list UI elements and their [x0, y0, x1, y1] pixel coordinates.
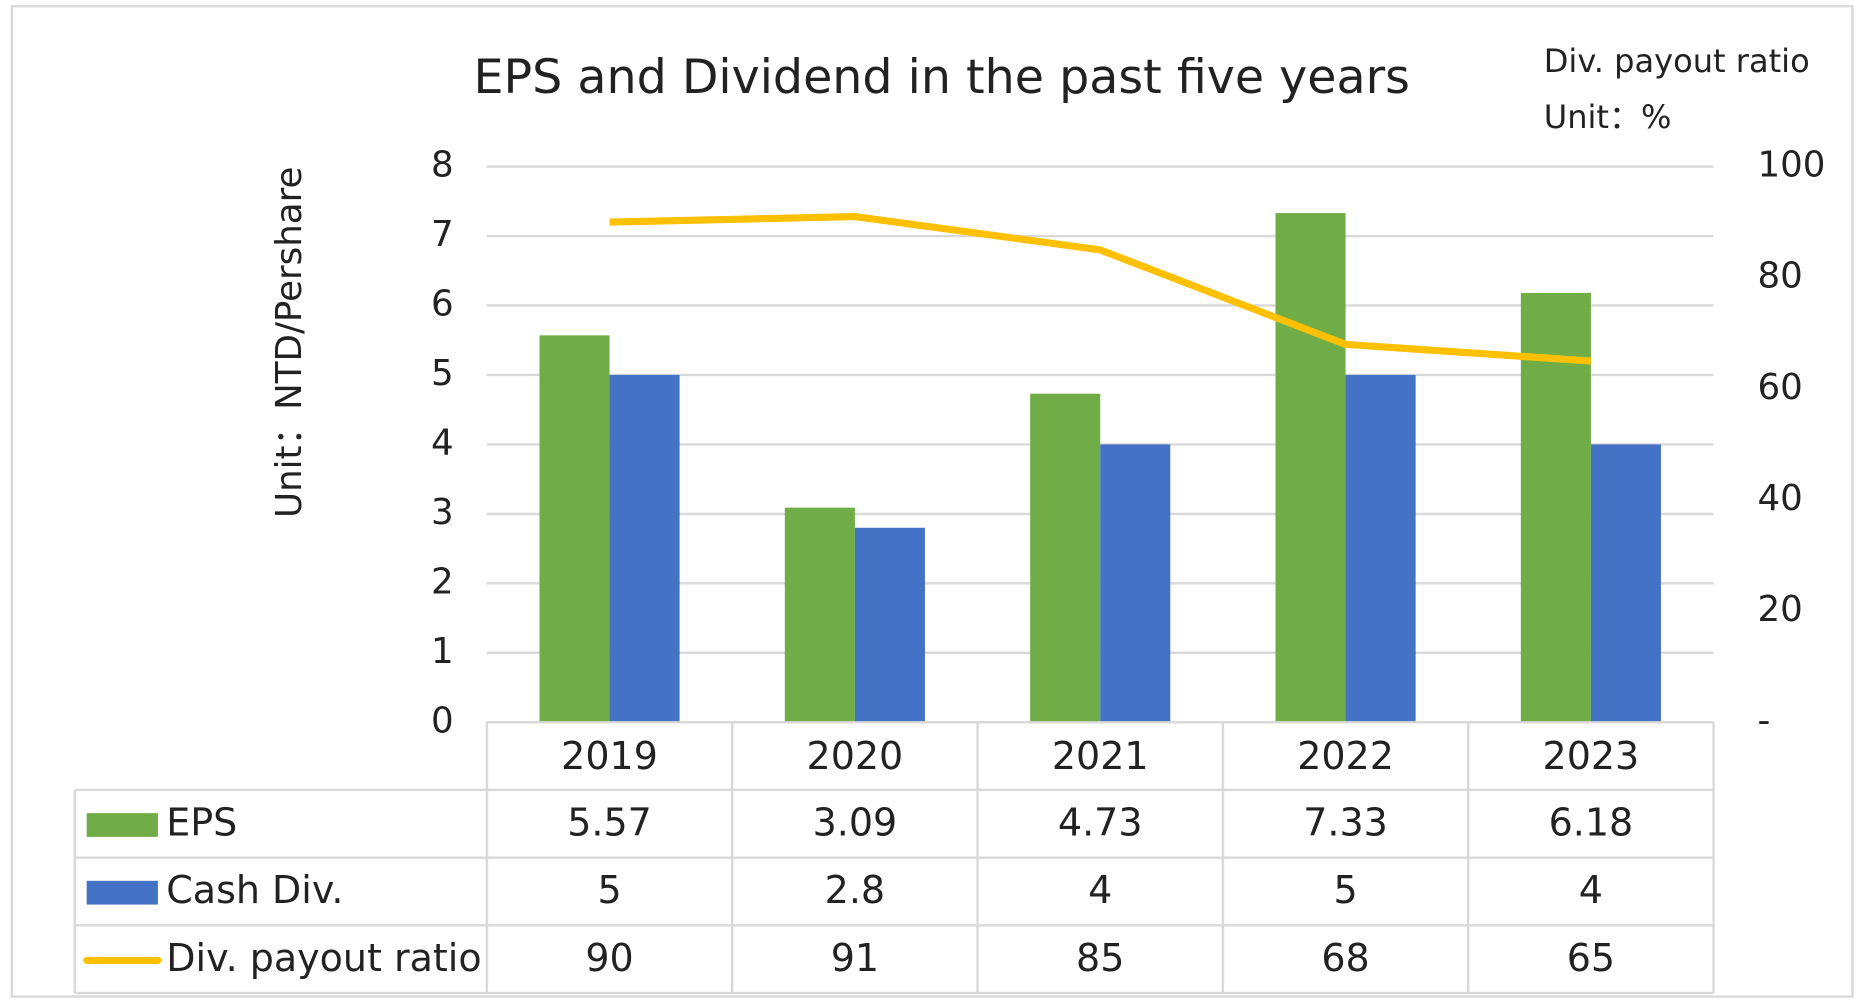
- legend-label: EPS: [166, 801, 237, 845]
- x-tick-label: 2023: [1543, 734, 1640, 778]
- bar: [854, 527, 925, 723]
- data-label: 4.73: [1058, 801, 1143, 845]
- legend-label: Div. payout ratio: [166, 936, 481, 980]
- y-tick-label: 1: [431, 631, 454, 672]
- x-tick-label: 2020: [807, 734, 904, 778]
- y-tick-label: 8: [431, 145, 454, 186]
- x-tick-label: 2019: [561, 734, 658, 778]
- y2-tick-label: 100: [1758, 145, 1826, 186]
- data-label: 5: [597, 868, 621, 912]
- legend-key: [86, 880, 158, 905]
- bar: [784, 507, 855, 723]
- data-label: 4: [1088, 868, 1112, 912]
- y-tick-label: 3: [431, 492, 454, 533]
- y2-tick-label: 60: [1758, 367, 1803, 408]
- y2-tick-label: -: [1758, 700, 1771, 741]
- data-label: 85: [1076, 936, 1124, 980]
- data-label: 65: [1567, 936, 1615, 980]
- data-label: 2.8: [825, 868, 885, 912]
- x-tick-label: 2021: [1052, 734, 1149, 778]
- y2-axis-unit: Unit：%: [1544, 98, 1672, 136]
- bar: [1030, 393, 1101, 723]
- legend-label: Cash Div.: [166, 868, 343, 912]
- y-tick-label: 2: [431, 561, 454, 602]
- y-tick-label: 5: [431, 353, 454, 394]
- data-label: 68: [1321, 936, 1369, 980]
- data-label: 5.57: [567, 801, 652, 845]
- data-label: 91: [831, 936, 879, 980]
- y2-tick-label: 80: [1758, 256, 1803, 297]
- chart-title: EPS and Dividend in the past five years: [473, 50, 1409, 105]
- y2-tick-label: 20: [1758, 589, 1803, 630]
- y-tick-label: 7: [431, 214, 454, 255]
- bar: [1590, 444, 1661, 723]
- data-label: 7.33: [1303, 801, 1388, 845]
- data-label: 4: [1579, 868, 1603, 912]
- bar: [1345, 374, 1416, 723]
- legend-key: [86, 813, 158, 837]
- y-tick-label: 0: [431, 700, 454, 741]
- y-tick-label: 4: [431, 422, 454, 463]
- bar: [539, 335, 610, 723]
- bar: [1100, 444, 1171, 723]
- data-label: 90: [585, 936, 633, 980]
- bar: [1520, 292, 1591, 723]
- data-label: 3.09: [813, 801, 898, 845]
- y2-tick-label: 40: [1758, 478, 1803, 519]
- line: [609, 212, 1592, 365]
- x-tick-label: 2022: [1297, 734, 1394, 778]
- y-tick-label: 6: [431, 283, 454, 324]
- bar: [1275, 213, 1346, 723]
- bar: [609, 374, 680, 723]
- y-axis-title: Unit：NTD/Pershare: [269, 167, 310, 518]
- data-label: 6.18: [1549, 801, 1634, 845]
- data-label: 5: [1333, 868, 1357, 912]
- y2-axis-title: Div. payout ratio: [1544, 42, 1810, 80]
